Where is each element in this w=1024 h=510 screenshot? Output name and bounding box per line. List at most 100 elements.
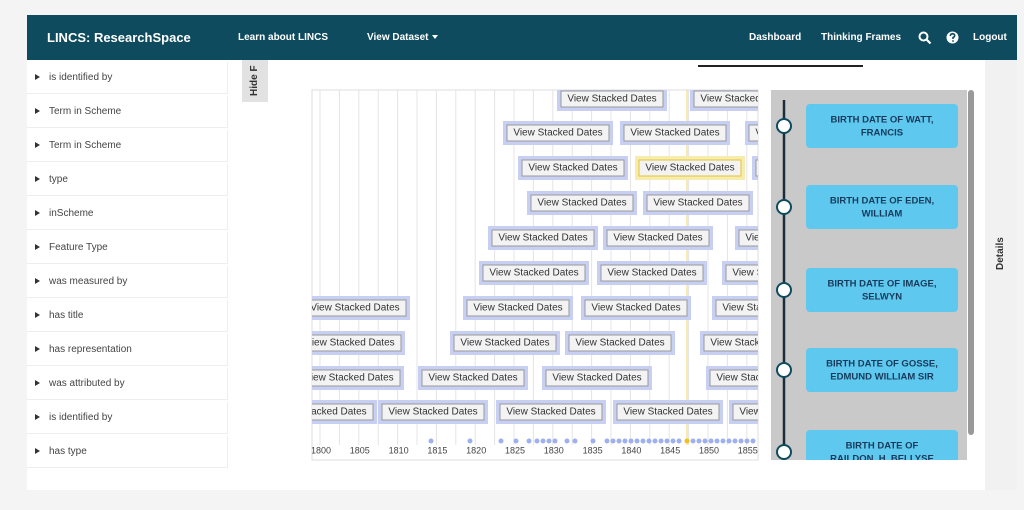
date-dot[interactable]	[738, 438, 744, 444]
stack-button[interactable]	[299, 334, 402, 352]
stack-button-label[interactable]: View Stacked Dates	[630, 128, 719, 139]
stack-button[interactable]	[709, 369, 812, 387]
details-tab-label[interactable]: Details	[995, 237, 1006, 270]
date-dot[interactable]	[564, 438, 570, 444]
stack-button-label[interactable]: View Stacked Dates	[567, 94, 656, 105]
date-dot[interactable]	[684, 438, 690, 444]
date-dot[interactable]	[696, 438, 702, 444]
date-dot[interactable]	[646, 438, 652, 444]
date-dot[interactable]	[670, 438, 676, 444]
expand-icon[interactable]	[35, 312, 40, 318]
stack-button-label[interactable]: View Stacked Dates	[732, 268, 821, 279]
stack-button-label[interactable]: View Stacked Dates	[506, 407, 595, 418]
stack-button-label[interactable]: View Stacked Dates	[388, 407, 477, 418]
event-label[interactable]: BIRTH DATE OF EDEN,	[830, 196, 934, 207]
date-dot[interactable]	[640, 438, 646, 444]
stack-button-label[interactable]: View Stacked Dates	[552, 373, 641, 384]
search-icon[interactable]	[918, 31, 932, 45]
event-label[interactable]: BIRTH DATE OF IMAGE,	[827, 279, 936, 290]
stack-button[interactable]	[606, 229, 710, 247]
expand-icon[interactable]	[35, 448, 40, 454]
event-card[interactable]	[806, 430, 958, 474]
date-dot[interactable]	[664, 438, 670, 444]
stack-button-label[interactable]: View Stacked Dates	[528, 163, 617, 174]
expand-icon[interactable]	[35, 74, 40, 80]
date-dot[interactable]	[708, 438, 714, 444]
stack-button[interactable]	[725, 264, 828, 282]
hide-tab[interactable]: Hide F	[242, 60, 268, 102]
sidebar-item[interactable]: has title	[27, 300, 228, 332]
stack-button-label[interactable]: View Stacked Dates	[305, 338, 395, 349]
sidebar-item-label[interactable]: Term in Scheme	[49, 140, 122, 151]
event-label[interactable]: WILLIAM	[862, 209, 903, 220]
event-card[interactable]	[806, 348, 958, 392]
sidebar-item[interactable]: Feature Type	[27, 232, 228, 264]
event-label[interactable]: BIRTH DATE OF GOSSE,	[826, 359, 938, 370]
help-icon[interactable]	[946, 31, 959, 44]
sidebar-item-label[interactable]: inScheme	[49, 208, 94, 219]
sidebar-item-label[interactable]: was attributed by	[49, 378, 125, 389]
date-dot[interactable]	[732, 438, 738, 444]
stack-button[interactable]	[638, 159, 742, 177]
sidebar-item-label[interactable]: has title	[49, 310, 84, 321]
date-dot[interactable]	[590, 438, 596, 444]
stack-button-label[interactable]: View Stacked Dates	[653, 198, 742, 209]
date-dot[interactable]	[690, 438, 696, 444]
sidebar-item-label[interactable]: is identified by	[49, 72, 113, 83]
sidebar-item[interactable]: Term in Scheme	[27, 96, 228, 128]
stack-button[interactable]	[466, 299, 570, 317]
date-dot[interactable]	[652, 438, 658, 444]
event-card[interactable]	[806, 268, 958, 312]
date-dot[interactable]	[552, 438, 558, 444]
stack-button[interactable]	[600, 264, 704, 282]
date-dot[interactable]	[676, 438, 682, 444]
stack-button-label[interactable]: View Stacked Dates	[739, 407, 828, 418]
date-dot[interactable]	[546, 438, 552, 444]
event-label[interactable]: EDMUND WILLIAM SIR	[830, 372, 934, 383]
stack-button[interactable]	[499, 403, 603, 421]
stack-button[interactable]	[421, 369, 525, 387]
sidebar-item[interactable]: has type	[27, 436, 228, 468]
nav-link[interactable]: View Dataset	[367, 32, 429, 43]
nav-link[interactable]: Learn about LINCS	[238, 32, 329, 43]
stack-button-label[interactable]: View Stacked Dates	[537, 198, 626, 209]
sidebar-item[interactable]: Term in Scheme	[27, 130, 228, 162]
stack-button-frame[interactable]	[752, 156, 862, 180]
sidebar-item[interactable]: is identified by	[27, 402, 228, 434]
sidebar-item[interactable]: was attributed by	[27, 368, 228, 400]
event-label[interactable]: FRANCIS	[861, 128, 903, 139]
brand[interactable]: LINCS: ResearchSpace	[47, 30, 191, 45]
expand-icon[interactable]	[35, 414, 40, 420]
date-dot[interactable]	[467, 438, 473, 444]
date-dot[interactable]	[720, 438, 726, 444]
expand-icon[interactable]	[35, 176, 40, 182]
date-dot[interactable]	[534, 438, 540, 444]
stack-button[interactable]	[584, 299, 688, 317]
stack-button[interactable]	[381, 403, 485, 421]
date-dot[interactable]	[498, 438, 504, 444]
date-dot[interactable]	[634, 438, 640, 444]
date-dot[interactable]	[572, 438, 578, 444]
date-dot[interactable]	[540, 438, 546, 444]
stack-button[interactable]	[530, 194, 634, 212]
stack-button-label[interactable]: View Stacked Dates	[575, 338, 664, 349]
expand-icon[interactable]	[35, 380, 40, 386]
sidebar-item[interactable]: inScheme	[27, 198, 228, 230]
details-tab[interactable]: Details	[985, 60, 1017, 490]
stack-button[interactable]	[560, 90, 664, 108]
stack-button-label[interactable]: View Stacked Dates	[473, 303, 562, 314]
stack-button-label[interactable]: View Stacked Dates	[645, 163, 734, 174]
event-label[interactable]: BIRTH DATE OF	[846, 441, 919, 452]
sidebar-item-label[interactable]: type	[49, 174, 68, 185]
stack-button[interactable]	[506, 124, 610, 142]
stack-button[interactable]	[491, 229, 595, 247]
date-dot[interactable]	[513, 438, 519, 444]
stack-button-label[interactable]: View Stacked Dates	[277, 407, 367, 418]
stack-button-label[interactable]: View Stacked Dates	[722, 303, 811, 314]
stack-button[interactable]	[616, 403, 720, 421]
stack-button-label[interactable]: View Stacked Dates	[310, 303, 400, 314]
stack-button-label[interactable]: View Stacked Dates	[710, 338, 799, 349]
date-dot[interactable]	[428, 438, 434, 444]
stack-button-label[interactable]: View Stacked Dates	[607, 268, 696, 279]
date-dot[interactable]	[622, 438, 628, 444]
